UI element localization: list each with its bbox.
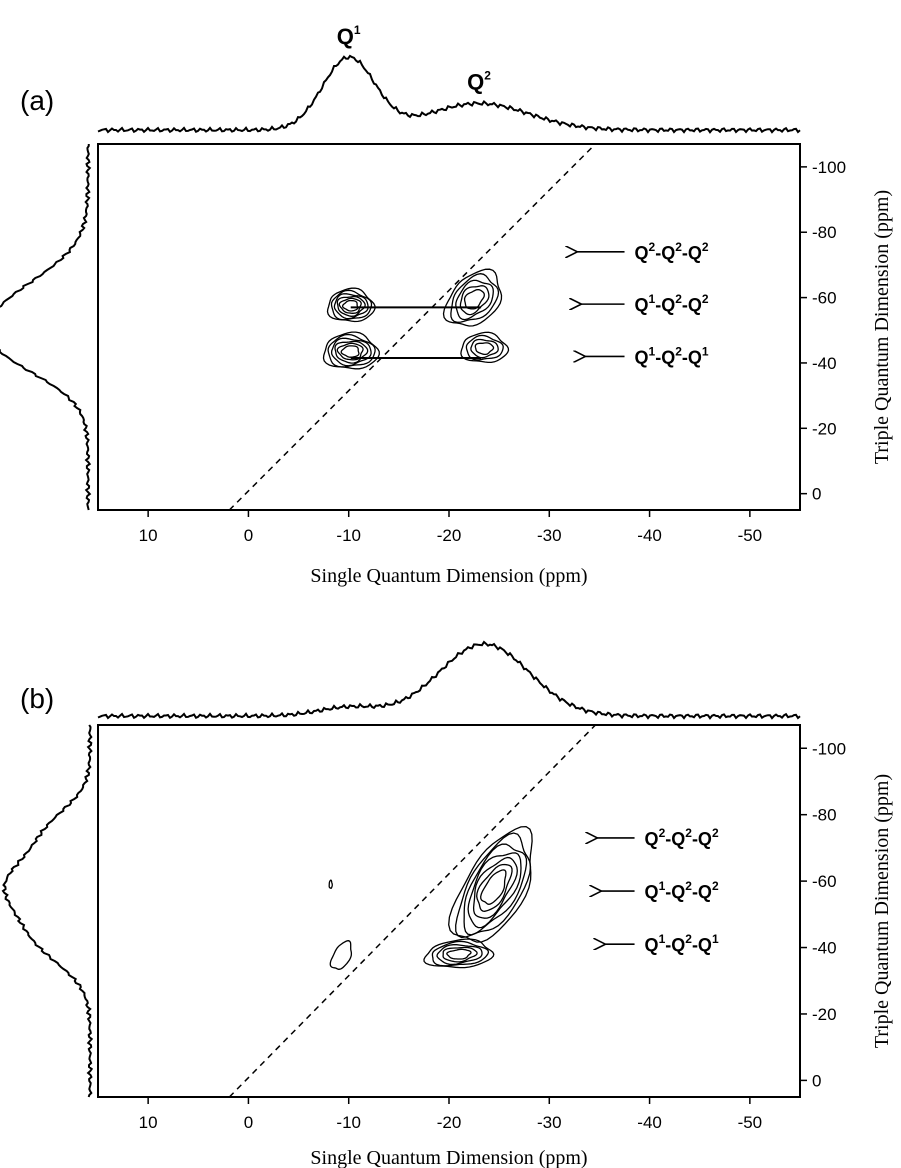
y-tick-label: -80 [812, 223, 837, 242]
x-tick-label: 0 [244, 526, 253, 545]
y-tick-label: -100 [812, 739, 846, 758]
side-projection-spectrum [0, 143, 92, 511]
annotation-label: Q2-Q2-Q2 [635, 240, 709, 263]
contour-line [336, 295, 366, 317]
contour-line [480, 869, 507, 905]
annotation-label: Q1-Q2-Q2 [635, 292, 709, 315]
diagonal-line [228, 143, 596, 511]
contour-line [338, 297, 362, 314]
contour-line [476, 863, 513, 912]
contour-line [455, 279, 494, 321]
contour-line [330, 289, 373, 321]
x-tick-label: -50 [738, 1113, 763, 1132]
contour-line [341, 299, 359, 312]
y-tick-label: -60 [812, 289, 837, 308]
contour-line [442, 946, 478, 963]
y-axis-title: Triple Quantum Dimension (ppm) [871, 190, 893, 464]
annotation-label: Q1-Q2-Q1 [645, 932, 719, 955]
contour-line [459, 285, 490, 316]
x-tick-label: 0 [244, 1113, 253, 1132]
contour-line [423, 938, 495, 969]
annotation-label: Q1-Q2-Q2 [645, 879, 719, 902]
x-tick-label: -30 [537, 1113, 562, 1132]
contour-line [448, 825, 533, 943]
x-tick-label: -10 [336, 1113, 361, 1132]
contour-line [450, 273, 500, 323]
annotation-label: Q1-Q2-Q1 [635, 344, 709, 367]
contour-line [470, 338, 499, 359]
contour-line [436, 944, 483, 966]
contour-line [472, 856, 518, 919]
x-axis-title: Single Quantum Dimension (ppm) [310, 565, 587, 587]
contour-line [334, 340, 369, 364]
x-tick-label: -40 [637, 1113, 662, 1132]
peak-label: Q2 [467, 68, 491, 94]
contour-line [463, 843, 528, 936]
contour-line [465, 334, 504, 361]
top-projection-spectrum [97, 640, 801, 720]
panel-b: (b) 10 0 -10 -20 -30 -40 -50 -100 -80 -60 -40 -20 0 Si… [1, 640, 893, 1168]
y-tick-label: -20 [812, 419, 837, 438]
y-tick-label: -60 [812, 872, 837, 891]
panel-label: (a) [20, 85, 54, 116]
contour-line [474, 342, 495, 356]
contour-line [442, 268, 503, 327]
plot-frame [97, 724, 801, 1098]
x-tick-label: 10 [139, 526, 158, 545]
y-tick-label: -40 [812, 939, 837, 958]
contour-line [322, 331, 380, 370]
y-tick-label: -40 [812, 354, 837, 373]
plot-frame [97, 143, 801, 511]
contour-line [446, 948, 472, 960]
contour-line [467, 852, 522, 929]
y-tick-label: 0 [812, 485, 821, 504]
contour-line [460, 331, 510, 364]
x-tick-label: -20 [437, 526, 462, 545]
contour-line [340, 345, 360, 358]
panel-a: (a) 10 0 -10 -20 -30 -40 -50 -100 -80 -60 -40 -20 0 Si… [0, 23, 893, 587]
peak-label: Q1 [337, 23, 361, 49]
y-tick-label: 0 [812, 1071, 821, 1090]
x-tick-label: -10 [336, 526, 361, 545]
contour-line [336, 342, 364, 361]
contour-line [330, 337, 372, 367]
x-tick-label: 10 [139, 1113, 158, 1132]
contour-line [326, 287, 376, 323]
contour-line [328, 879, 333, 889]
contour-line [333, 293, 369, 320]
contour-line [431, 940, 490, 967]
top-projection-spectrum [97, 54, 801, 134]
panel-label: (b) [20, 683, 54, 714]
side-projection-spectrum [1, 724, 94, 1098]
diagonal-line [228, 724, 596, 1098]
annotation-label: Q2-Q2-Q2 [645, 826, 719, 849]
x-tick-label: -50 [738, 526, 763, 545]
contour-line [327, 333, 376, 368]
x-tick-label: -20 [437, 1113, 462, 1132]
y-axis-title: Triple Quantum Dimension (ppm) [871, 774, 893, 1048]
contour-line [455, 832, 532, 939]
x-tick-label: -40 [637, 526, 662, 545]
x-tick-label: -30 [537, 526, 562, 545]
y-tick-label: -20 [812, 1005, 837, 1024]
contour-line [329, 940, 353, 970]
y-tick-label: -80 [812, 806, 837, 825]
y-tick-label: -100 [812, 158, 846, 177]
x-axis-title: Single Quantum Dimension (ppm) [310, 1147, 587, 1168]
